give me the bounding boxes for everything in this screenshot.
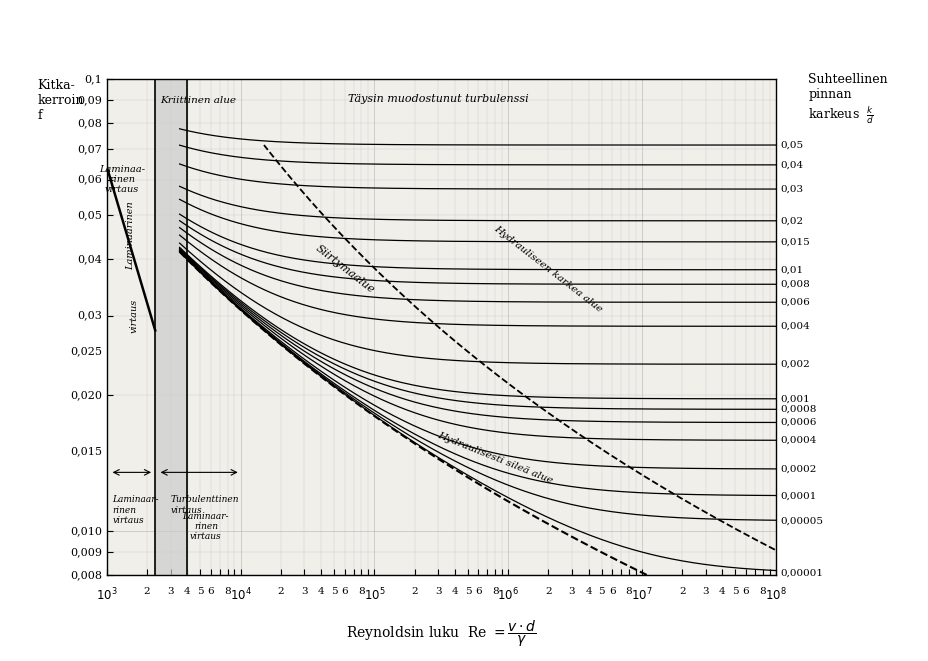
Text: 4: 4 — [585, 587, 591, 596]
Text: 2: 2 — [545, 587, 551, 596]
Text: 0,07: 0,07 — [77, 144, 102, 154]
Text: 6: 6 — [474, 587, 482, 596]
Text: 0,001: 0,001 — [780, 395, 809, 403]
Text: 0,0004: 0,0004 — [780, 436, 816, 445]
Text: $10^5$: $10^5$ — [363, 587, 385, 603]
Text: 2: 2 — [277, 587, 284, 596]
Text: 8: 8 — [758, 587, 766, 596]
Text: 0,0006: 0,0006 — [780, 418, 816, 427]
Text: 0,015: 0,015 — [71, 447, 102, 457]
Text: 5: 5 — [731, 587, 738, 596]
Text: 2: 2 — [144, 587, 150, 596]
Text: 8: 8 — [224, 587, 231, 596]
Text: 6: 6 — [341, 587, 348, 596]
Text: 0,04: 0,04 — [77, 254, 102, 264]
Text: Kriittinen alue: Kriittinen alue — [160, 96, 236, 104]
Text: 0,08: 0,08 — [77, 118, 102, 128]
Text: 0,008: 0,008 — [780, 280, 809, 289]
Text: 0,00001: 0,00001 — [780, 569, 822, 578]
Text: 0,06: 0,06 — [77, 175, 102, 184]
Text: 6: 6 — [741, 587, 749, 596]
Text: Laminaarinen: Laminaarinen — [126, 202, 135, 270]
Text: 0,004: 0,004 — [780, 322, 809, 330]
Text: Hydraulisesti sileä alue: Hydraulisesti sileä alue — [436, 431, 553, 486]
Text: 0,0002: 0,0002 — [780, 465, 816, 473]
Text: 0,006: 0,006 — [780, 297, 809, 307]
Text: 0,05: 0,05 — [780, 141, 803, 149]
Text: Kitka-
kerroin
f: Kitka- kerroin f — [37, 79, 84, 122]
Text: Laminaar-
rinen
virtaus: Laminaar- rinen virtaus — [112, 496, 159, 525]
Text: $10^6$: $10^6$ — [496, 587, 519, 603]
Text: 0,09: 0,09 — [77, 95, 102, 105]
Text: 3: 3 — [702, 587, 708, 596]
Text: 6: 6 — [207, 587, 214, 596]
Text: 0,008: 0,008 — [71, 570, 102, 580]
Text: 5: 5 — [330, 587, 337, 596]
Text: 3: 3 — [301, 587, 307, 596]
Text: 0,015: 0,015 — [780, 237, 809, 247]
Text: 0,009: 0,009 — [71, 547, 102, 557]
Text: 4: 4 — [184, 587, 190, 596]
Text: 0,03: 0,03 — [780, 184, 803, 194]
Text: 3: 3 — [568, 587, 574, 596]
Text: Suhteellinen
pinnan
karkeus  $\frac{k}{d}$: Suhteellinen pinnan karkeus $\frac{k}{d}… — [807, 73, 887, 126]
Text: $10^7$: $10^7$ — [630, 587, 652, 603]
Text: 5: 5 — [598, 587, 604, 596]
Text: 0,010: 0,010 — [71, 526, 102, 536]
Text: 6: 6 — [608, 587, 615, 596]
Text: 3: 3 — [167, 587, 174, 596]
Text: 5: 5 — [197, 587, 203, 596]
Text: 0,02: 0,02 — [780, 216, 803, 225]
Text: Reynoldsin luku  Re $= \dfrac{v \cdot d}{\gamma}$: Reynoldsin luku Re $= \dfrac{v \cdot d}{… — [345, 619, 536, 649]
Text: 0,01: 0,01 — [780, 265, 803, 274]
Text: Laminaar-
rinen
virtaus: Laminaar- rinen virtaus — [183, 512, 229, 541]
Text: $10^4$: $10^4$ — [229, 587, 251, 603]
Text: Turbulenttinen
virtaus: Turbulenttinen virtaus — [171, 496, 238, 515]
Text: 0,1: 0,1 — [84, 74, 102, 85]
Text: Hydrauliseen karkea alue: Hydrauliseen karkea alue — [492, 224, 604, 314]
Text: 0,025: 0,025 — [71, 346, 102, 356]
Text: Täysin muodostunut turbulenssi: Täysin muodostunut turbulenssi — [347, 94, 528, 104]
Text: 0,05: 0,05 — [77, 210, 102, 220]
Text: 0,020: 0,020 — [71, 390, 102, 400]
Text: 4: 4 — [718, 587, 725, 596]
Text: $10^8$: $10^8$ — [764, 587, 786, 603]
Text: 2: 2 — [678, 587, 685, 596]
Text: 0,0001: 0,0001 — [780, 491, 816, 500]
Bar — [155, 79, 187, 575]
Text: $10^3$: $10^3$ — [96, 587, 118, 603]
Text: Siirtymaalue: Siirtymaalue — [313, 243, 376, 295]
Text: Laminaa-
rinen
virtaus: Laminaa- rinen virtaus — [99, 165, 145, 194]
Text: 4: 4 — [451, 587, 458, 596]
Text: 3: 3 — [434, 587, 441, 596]
Text: 0,002: 0,002 — [780, 360, 809, 369]
Text: 2: 2 — [411, 587, 418, 596]
Text: 8: 8 — [357, 587, 365, 596]
Text: 4: 4 — [317, 587, 324, 596]
Text: 0,04: 0,04 — [780, 161, 803, 169]
Text: 0,00005: 0,00005 — [780, 516, 822, 525]
Text: 8: 8 — [625, 587, 632, 596]
Text: 0,03: 0,03 — [77, 311, 102, 321]
Text: 5: 5 — [464, 587, 470, 596]
Text: virtaus: virtaus — [130, 299, 138, 332]
Text: 8: 8 — [491, 587, 498, 596]
Text: 0,0008: 0,0008 — [780, 405, 816, 414]
